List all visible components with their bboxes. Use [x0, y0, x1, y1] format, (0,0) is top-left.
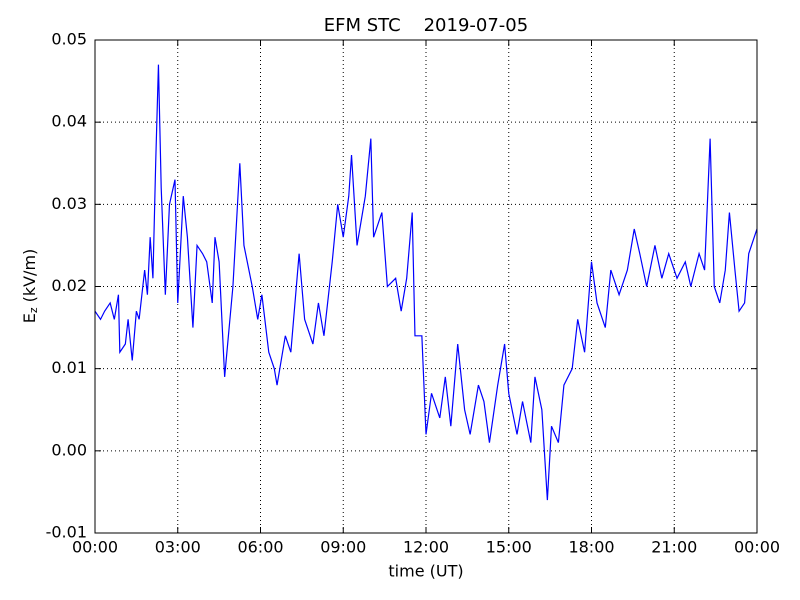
y-tick-label: 0.01	[51, 358, 87, 377]
y-tick-label: 0.00	[51, 440, 87, 459]
y-label-sub: z	[27, 307, 40, 313]
x-tick-label: 06:00	[237, 538, 283, 557]
y-label-unit: (kV/m)	[20, 249, 39, 303]
x-tick-label: 03:00	[155, 538, 201, 557]
y-tick-label: 0.03	[51, 194, 87, 213]
y-tick-label: -0.01	[46, 523, 87, 542]
plot-frame	[94, 39, 758, 534]
x-tick-label: 21:00	[651, 538, 697, 557]
y-axis-label: Ez (kV/m)	[20, 249, 41, 324]
y-tick-label: 0.02	[51, 276, 87, 295]
x-tick-label: 00:00	[72, 538, 118, 557]
x-tick-label: 18:00	[568, 538, 614, 557]
chart-title: EFM STC 2019-07-05	[324, 15, 528, 36]
x-tick-label: 09:00	[320, 538, 366, 557]
x-tick-label: 12:00	[403, 538, 449, 557]
x-tick-label: 15:00	[486, 538, 532, 557]
y-tick-label: 0.04	[51, 112, 87, 131]
x-axis-label: time (UT)	[388, 562, 463, 581]
y-label-base: E	[20, 313, 39, 323]
y-tick-label: 0.05	[51, 30, 87, 49]
data-line	[94, 64, 758, 501]
x-tick-label: 00:00	[734, 538, 780, 557]
